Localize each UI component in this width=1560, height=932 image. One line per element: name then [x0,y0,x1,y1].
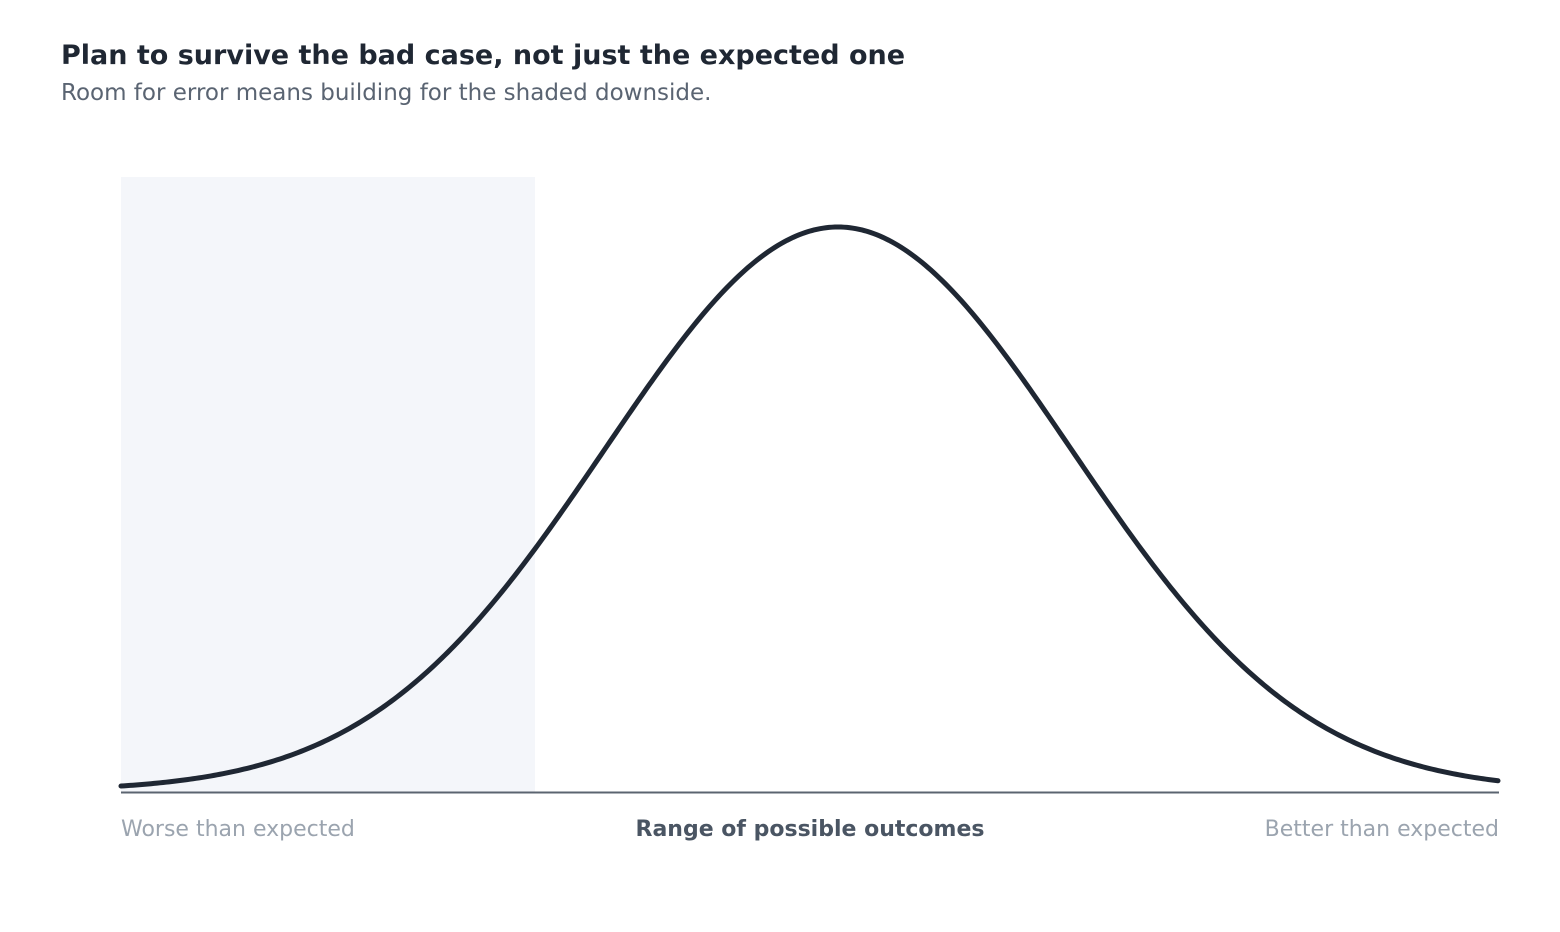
right-label: Better than expected [1265,817,1499,842]
subtitle: Room for error means building for the sh… [61,80,712,106]
outcome-curve [118,224,1501,789]
title: Plan to survive the bad case, not just t… [61,40,905,71]
center-label: Range of possible outcomes [636,817,985,842]
downside-shade [121,177,535,792]
left-label: Worse than expected [121,817,355,842]
